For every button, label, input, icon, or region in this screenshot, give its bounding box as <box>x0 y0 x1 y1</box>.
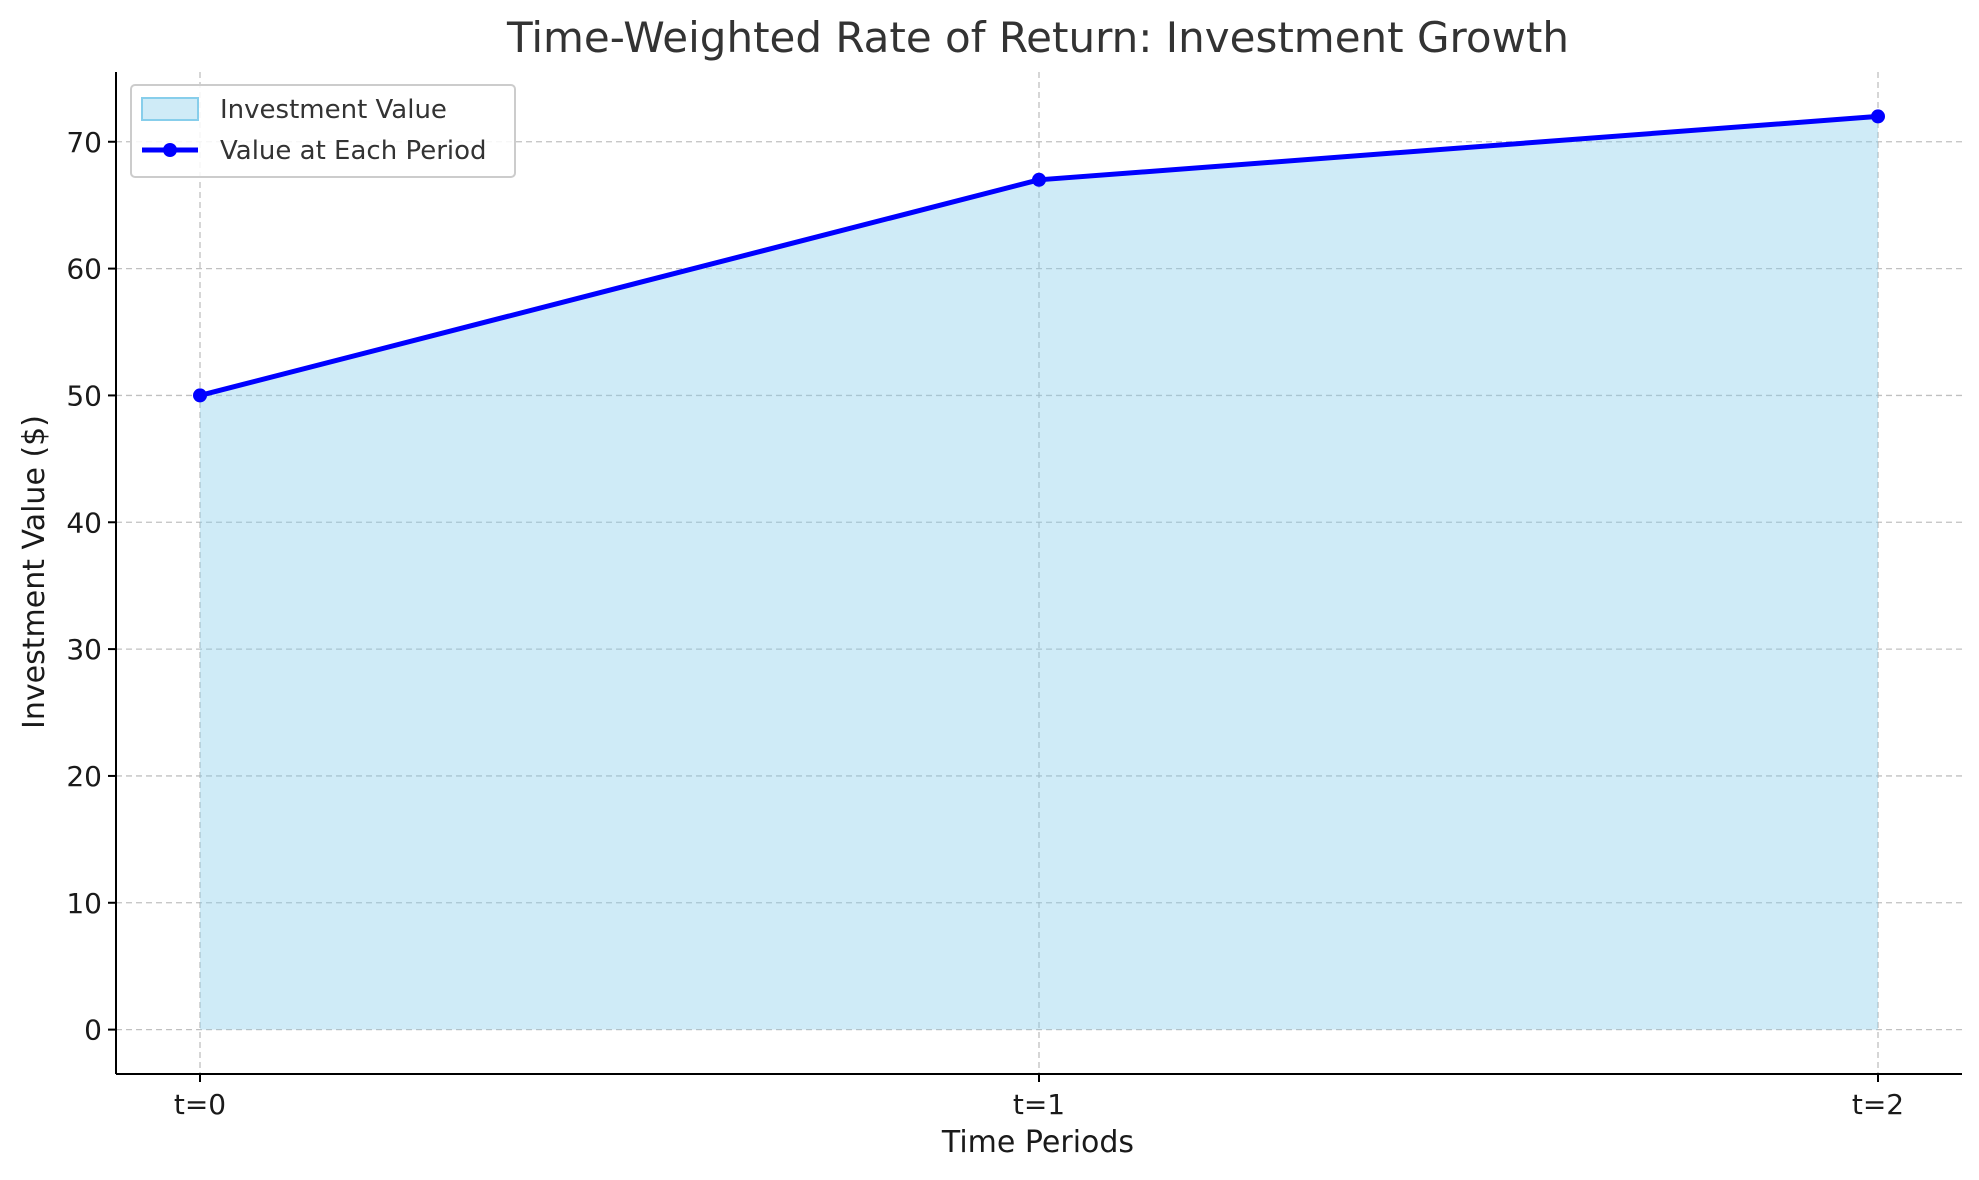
x-axis-title: Time Periods <box>941 1125 1134 1160</box>
investment-value-area <box>200 116 1878 1030</box>
x-tick-label: t=2 <box>1852 1088 1904 1121</box>
line-layer <box>193 109 1885 403</box>
legend-label-area: Investment Value <box>220 95 447 125</box>
y-tick-label: 60 <box>66 253 102 286</box>
x-tick-label: t=1 <box>1013 1088 1065 1121</box>
legend: Investment Value Value at Each Period <box>130 84 516 178</box>
grid-layer <box>116 72 1962 1074</box>
y-tick-label: 10 <box>66 887 102 920</box>
y-tick-label: 50 <box>66 379 102 412</box>
area-layer <box>200 116 1878 1030</box>
legend-swatch-area <box>141 97 199 121</box>
y-tick-label: 20 <box>66 760 102 793</box>
data-point-marker <box>1871 109 1885 124</box>
legend-swatch-marker <box>163 143 177 157</box>
data-point-marker <box>1032 172 1046 187</box>
chart-title: Time-Weighted Rate of Return: Investment… <box>506 13 1569 62</box>
y-axis-title: Investment Value ($) <box>17 415 52 729</box>
y-tick-label: 40 <box>66 506 102 539</box>
x-tick-label: t=0 <box>174 1088 226 1121</box>
y-tick-label: 70 <box>66 126 102 159</box>
legend-label-line: Value at Each Period <box>220 136 487 166</box>
tick-layer: 0 10 20 30 40 50 60 70 t=0 t=1 t=2 <box>66 126 1904 1121</box>
y-tick-label: 30 <box>66 633 102 666</box>
data-point-marker <box>193 388 207 403</box>
y-tick-label: 0 <box>84 1014 102 1047</box>
legend-box <box>130 84 516 178</box>
